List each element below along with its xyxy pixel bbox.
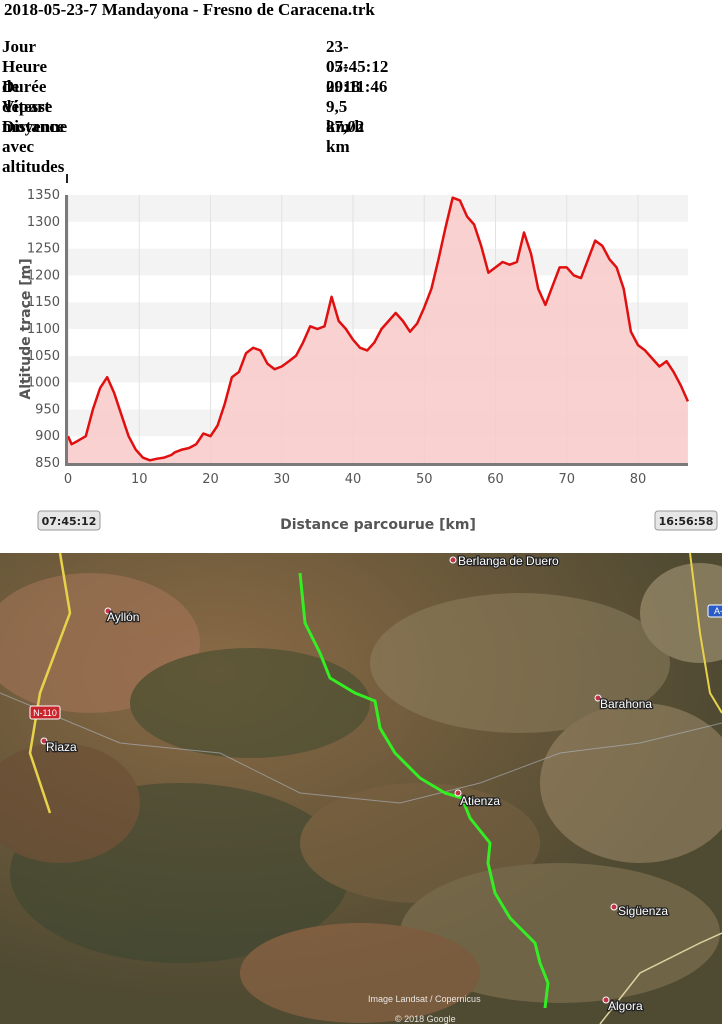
road-southeast — [599, 932, 722, 1024]
map-canvas[interactable]: Berlanga de Duero Ayllón Barahona Riaza … — [0, 553, 722, 1024]
place-label: Atienza — [460, 794, 500, 808]
place-marker-icon — [449, 556, 457, 564]
altitude-line — [66, 196, 690, 462]
x-axis-line — [65, 463, 688, 466]
y-tick-label: 1150 — [27, 295, 60, 310]
road-n110 — [28, 553, 72, 814]
y-tick-label: 1000 — [27, 376, 60, 391]
info-label: Distance avec altitudes — [2, 117, 65, 176]
x-tick-label: 10 — [131, 472, 148, 487]
place-marker-icon — [594, 694, 602, 702]
grid-band — [68, 221, 688, 249]
place-riaza[interactable]: Riaza — [40, 737, 78, 755]
place-label: Berlanga de Duero — [458, 554, 559, 568]
altitude-profile-chart: 8509009501000105011001150120012501300135… — [18, 174, 718, 533]
place-label: Sigüenza — [618, 904, 668, 918]
x-tick-labels: 0 10 20 30 40 50 60 70 80 — [64, 472, 646, 487]
place-marker-icon — [454, 789, 462, 797]
y-tick-label: 900 — [35, 429, 60, 444]
place-marker-icon — [40, 737, 48, 745]
y-tick-label: 950 — [35, 402, 60, 417]
place-label: Ayllón — [107, 610, 139, 624]
x-tick-label: 0 — [64, 472, 72, 487]
road-shield-label: N-110 — [33, 708, 57, 718]
place-ayllon[interactable]: Ayllón — [104, 607, 141, 625]
y-tick-label: 1300 — [27, 215, 60, 230]
place-label: Barahona — [600, 697, 652, 711]
road-shield-n110: N-110 — [29, 705, 61, 720]
y-axis-line — [65, 195, 68, 463]
place-berlanga-de-duero[interactable]: Berlanga de Duero — [449, 553, 560, 569]
y-tick-label: 1250 — [27, 242, 60, 257]
place-label: Riaza — [46, 740, 77, 754]
place-marker-icon — [104, 607, 112, 615]
place-marker-icon — [610, 903, 618, 911]
chart-axes — [65, 174, 688, 466]
end-time-label: 16:56:58 — [659, 515, 714, 528]
place-atienza[interactable]: Atienza — [454, 789, 502, 809]
end-time-badge-box — [654, 510, 718, 531]
x-tick-label: 40 — [345, 472, 362, 487]
x-tick-label: 80 — [630, 472, 647, 487]
place-algora[interactable]: Algora — [602, 996, 644, 1014]
start-time-badge-box — [37, 510, 101, 531]
info-label: Heure de départ — [2, 57, 51, 116]
info-value: 23-05-2018 — [326, 37, 360, 96]
y-tick-label: 1200 — [27, 268, 60, 283]
y-tick-label: 1050 — [27, 349, 60, 364]
info-value: 07:45:12 — [326, 57, 389, 76]
terrain-patches — [0, 563, 722, 1023]
start-time-badge[interactable]: 07:45:12 — [37, 510, 101, 531]
info-value: 87,02 km — [326, 117, 365, 156]
x-tick-label: 60 — [487, 472, 504, 487]
place-siguenza[interactable]: Sigüenza — [610, 903, 670, 919]
gps-track — [298, 572, 550, 1009]
y-tick-label: 1350 — [27, 188, 60, 203]
place-label: Algora — [608, 999, 643, 1013]
place-barahona[interactable]: Barahona — [594, 694, 654, 712]
copyright-credit: © 2018 Google — [395, 1014, 456, 1024]
x-axis-title: Distance parcourue [km] — [280, 517, 476, 533]
x-tick-label: 70 — [558, 472, 575, 487]
satellite-map[interactable]: Berlanga de Duero Ayllón Barahona Riaza … — [0, 553, 722, 1024]
info-value: 9,5 km/h — [326, 97, 364, 136]
y-tick-label: 1100 — [27, 322, 60, 337]
place-marker-icon — [602, 996, 610, 1004]
info-label: Durée — [2, 77, 47, 96]
info-label: Vitesse moyenne — [2, 97, 68, 136]
x-tick-label: 30 — [273, 472, 290, 487]
file-title: 2018-05-23-7 Mandayona - Fresno de Carac… — [4, 0, 375, 19]
start-time-label: 07:45:12 — [42, 515, 97, 528]
road-shield-east: A- — [707, 604, 722, 618]
y-axis-title: Altitude trace [m] — [18, 258, 34, 399]
y-tick-label: 850 — [35, 456, 60, 471]
end-time-badge[interactable]: 16:56:58 — [654, 510, 718, 531]
road-shield-label: A- — [714, 606, 722, 616]
imagery-credit: Image Landsat / Copernicus — [368, 994, 481, 1004]
x-tick-label: 20 — [202, 472, 219, 487]
info-label: Jour — [2, 37, 36, 56]
x-tick-label: 50 — [416, 472, 433, 487]
admin-boundary — [0, 692, 722, 804]
y-tick-labels: 850 900 950 1000 1050 1100 1150 1200 1250 1300 135… — [27, 188, 60, 471]
info-value: 09:11:46 — [326, 77, 388, 96]
grid-band — [68, 195, 688, 222]
y-axis-cursor — [66, 174, 68, 183]
road-east — [689, 553, 722, 714]
